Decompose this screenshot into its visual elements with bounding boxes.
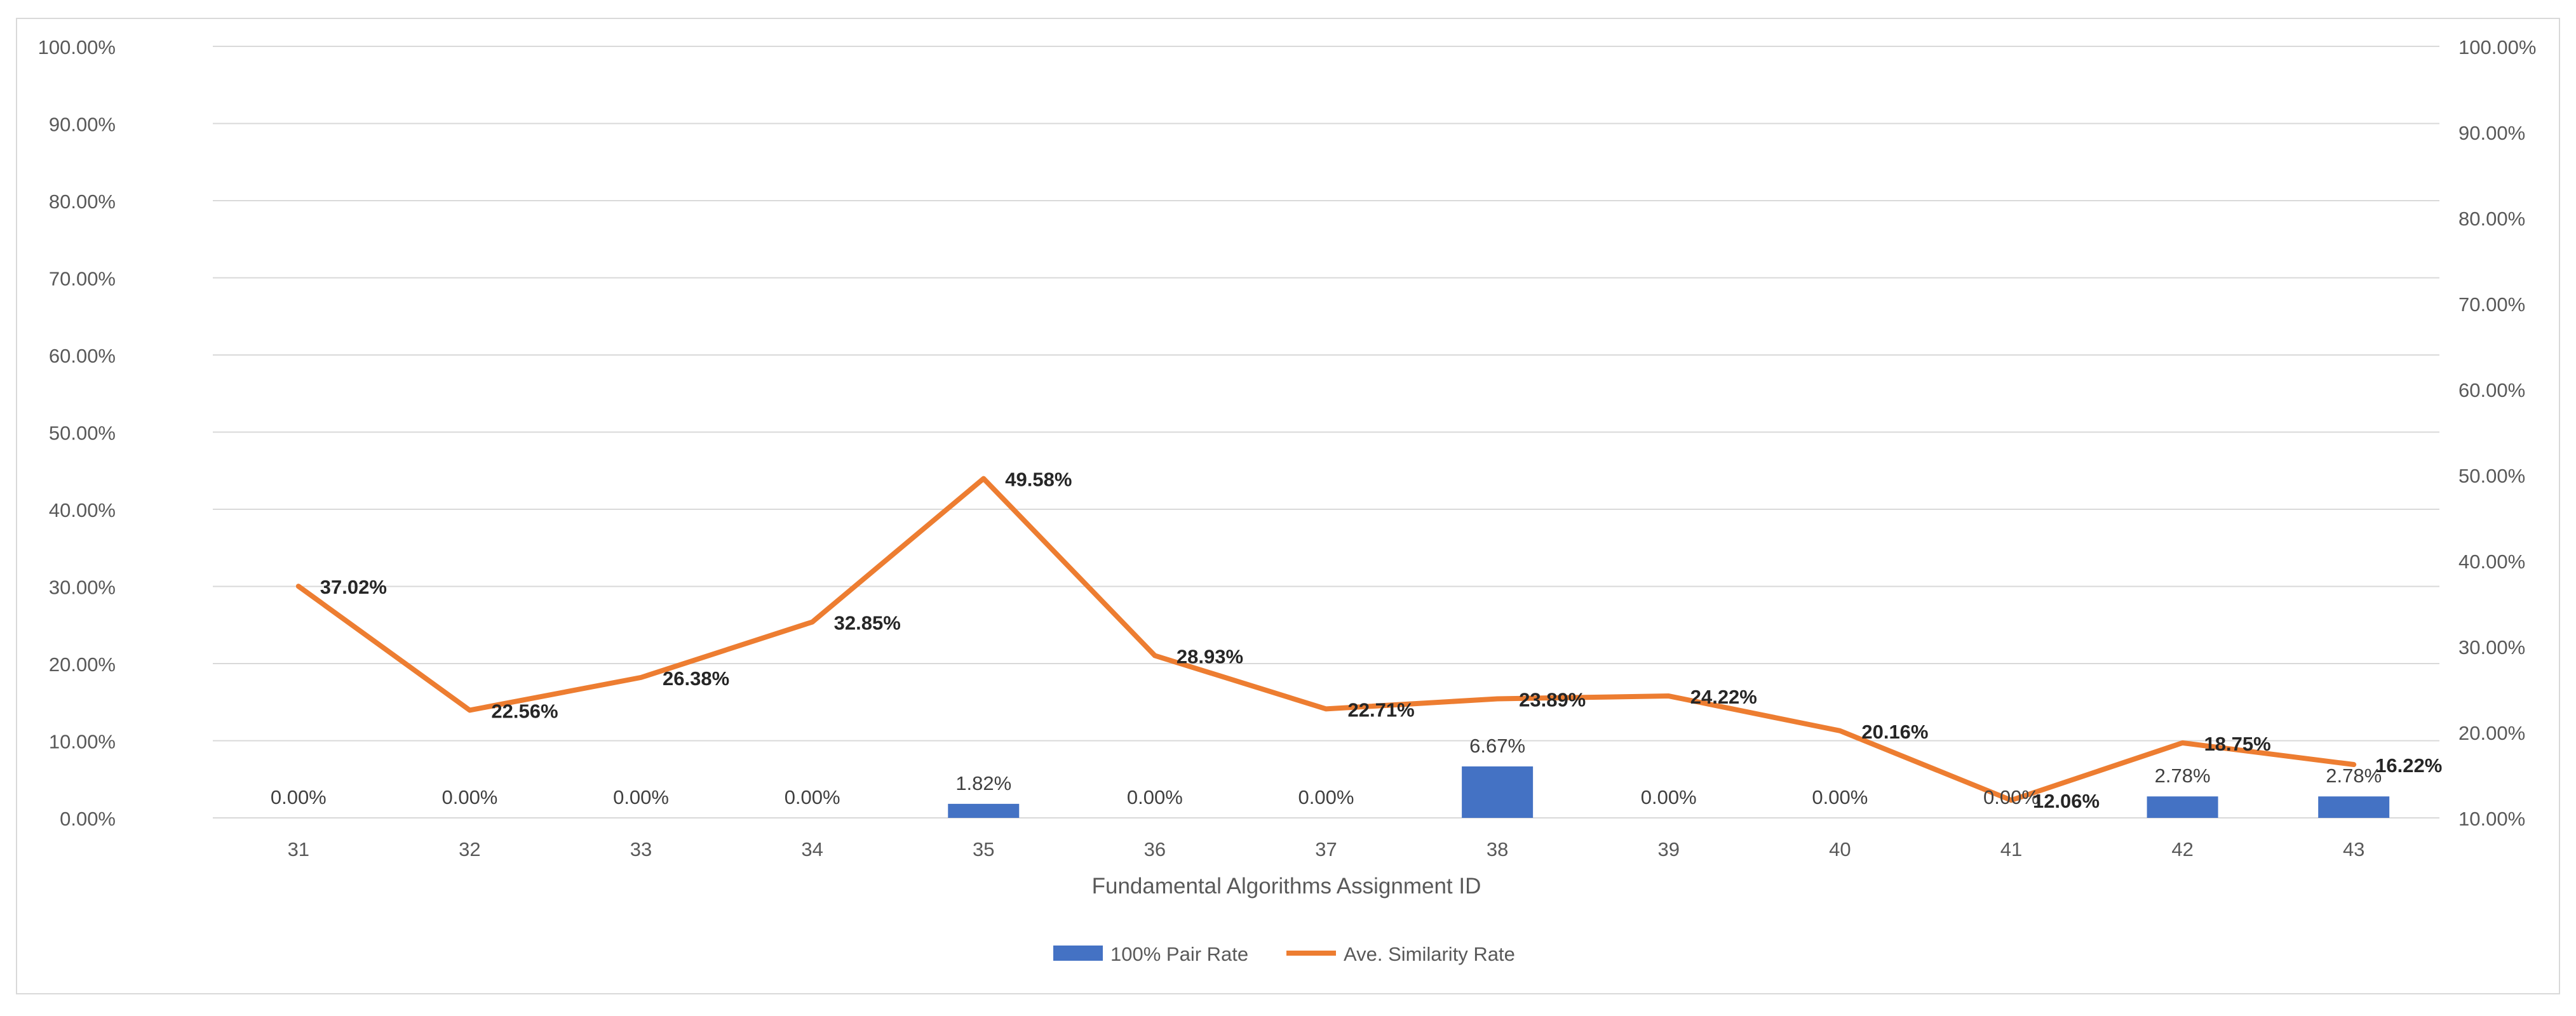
line-point — [1497, 698, 1499, 700]
bar-value-label: 6.67% — [1469, 735, 1525, 757]
line-point — [1668, 695, 1669, 697]
x-tick-label: 37 — [1315, 838, 1337, 860]
line-point — [1325, 708, 1327, 710]
line-point — [983, 478, 985, 479]
line-point — [811, 621, 813, 623]
bar-value-label: 1.82% — [955, 772, 1011, 794]
right-tick-label: 70.00% — [2458, 293, 2525, 316]
right-tick-label: 50.00% — [2458, 465, 2525, 487]
x-tick-label: 35 — [973, 838, 994, 860]
x-tick-label: 36 — [1144, 838, 1166, 860]
x-axis-title: Fundamental Algorithms Assignment ID — [1092, 874, 1481, 899]
x-tick-label: 40 — [1829, 838, 1851, 860]
line-value-label: 49.58% — [1005, 469, 1072, 491]
left-tick-label: 60.00% — [49, 345, 116, 367]
bar-value-label: 0.00% — [785, 786, 840, 808]
left-tick-label: 40.00% — [49, 499, 116, 521]
line-point — [1154, 655, 1156, 657]
line-value-label: 23.89% — [1519, 688, 1586, 711]
bar-value-label: 0.00% — [1812, 786, 1868, 808]
line-value-label: 28.93% — [1177, 645, 1243, 667]
line-value-label: 37.02% — [320, 576, 387, 598]
line-point — [2010, 799, 2012, 801]
line-value-label: 26.38% — [663, 667, 729, 690]
bar — [948, 803, 1020, 818]
right-tick-label: 20.00% — [2458, 722, 2525, 744]
legend-label: Ave. Similarity Rate — [1344, 943, 1515, 965]
bar — [1462, 766, 1534, 818]
left-tick-label: 100.00% — [38, 36, 116, 58]
left-tick-label: 50.00% — [49, 422, 116, 444]
line-point — [297, 585, 299, 587]
chart-frame — [16, 18, 2560, 994]
right-tick-label: 40.00% — [2458, 551, 2525, 573]
line-value-label: 32.85% — [834, 612, 901, 634]
line-value-label: 20.16% — [1861, 721, 1928, 743]
bar — [2318, 796, 2390, 818]
bar-value-label: 0.00% — [613, 786, 669, 808]
right-tick-label: 90.00% — [2458, 122, 2525, 144]
bar-value-label: 0.00% — [271, 786, 327, 808]
bar — [2147, 796, 2218, 818]
left-tick-label: 70.00% — [49, 268, 116, 290]
line-value-label: 12.06% — [2033, 790, 2100, 812]
right-axis: 10.00% 20.00% 30.00% 40.00% 50.00% 60.00% 70.0… — [2458, 36, 2536, 830]
line-value-label: 16.22% — [2375, 754, 2442, 777]
right-tick-label: 10.00% — [2458, 808, 2525, 830]
bar-value-label: 2.78% — [2326, 765, 2382, 787]
x-tick-label: 39 — [1657, 838, 1679, 860]
line-point — [640, 676, 642, 678]
bar-value-label: 2.78% — [2155, 765, 2211, 787]
line-value-label: 22.71% — [1348, 698, 1415, 721]
x-tick-label: 34 — [801, 838, 823, 860]
left-tick-label: 0.00% — [60, 808, 116, 830]
left-axis: 0.00% 10.00% 20.00% 30.00% 40.00% 50.00% 60.00… — [38, 36, 116, 830]
left-tick-label: 10.00% — [49, 731, 116, 753]
line-value-label: 18.75% — [2204, 733, 2271, 755]
bar-value-label: 0.00% — [1983, 786, 2039, 808]
right-tick-label: 30.00% — [2458, 636, 2525, 658]
x-tick-label: 43 — [2343, 838, 2364, 860]
line-point — [2182, 742, 2183, 744]
x-tick-label: 33 — [630, 838, 652, 860]
left-tick-label: 80.00% — [49, 190, 116, 213]
line-point — [2353, 764, 2355, 766]
legend: 100% Pair Rate Ave. Similarity Rate — [1053, 943, 1515, 965]
right-tick-label: 60.00% — [2458, 379, 2525, 401]
bar-value-label: 0.00% — [1641, 786, 1697, 808]
x-axis: 31 32 33 34 35 36 37 38 39 40 41 42 43 — [288, 838, 2365, 860]
similarity-line — [295, 476, 2357, 803]
line-value-label: 24.22% — [1690, 686, 1757, 708]
line-series — [295, 476, 2357, 803]
x-tick-label: 42 — [2171, 838, 2193, 860]
data-labels: 0.00% 0.00% 0.00% 0.00% 1.82% 0.00% 0.00% 6.67%… — [271, 469, 2442, 813]
bar-value-label: 0.00% — [1298, 786, 1354, 808]
bar-series — [948, 766, 2390, 818]
line-value-label: 22.56% — [491, 700, 558, 722]
x-tick-label: 32 — [459, 838, 480, 860]
left-tick-label: 20.00% — [49, 653, 116, 676]
legend-bar-swatch — [1053, 946, 1103, 961]
legend-label: 100% Pair Rate — [1110, 943, 1248, 965]
line-point — [469, 709, 471, 711]
gridlines — [213, 46, 2439, 819]
right-tick-label: 80.00% — [2458, 208, 2525, 230]
bar-value-label: 0.00% — [442, 786, 497, 808]
right-tick-label: 100.00% — [2458, 36, 2536, 58]
line-point — [1839, 730, 1841, 732]
x-tick-label: 31 — [288, 838, 309, 860]
bar-value-label: 0.00% — [1127, 786, 1183, 808]
left-tick-label: 30.00% — [49, 577, 116, 599]
x-tick-label: 38 — [1487, 838, 1508, 860]
left-tick-label: 90.00% — [49, 114, 116, 136]
x-tick-label: 41 — [2000, 838, 2022, 860]
